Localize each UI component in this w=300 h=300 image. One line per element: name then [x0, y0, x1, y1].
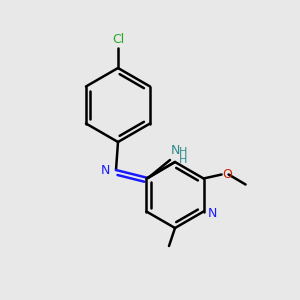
Text: H: H [179, 147, 188, 157]
Text: N: N [100, 164, 110, 176]
Text: O: O [223, 168, 232, 181]
Text: H: H [179, 155, 188, 165]
Text: N: N [171, 144, 180, 157]
Text: Cl: Cl [112, 33, 124, 46]
Text: N: N [208, 207, 217, 220]
